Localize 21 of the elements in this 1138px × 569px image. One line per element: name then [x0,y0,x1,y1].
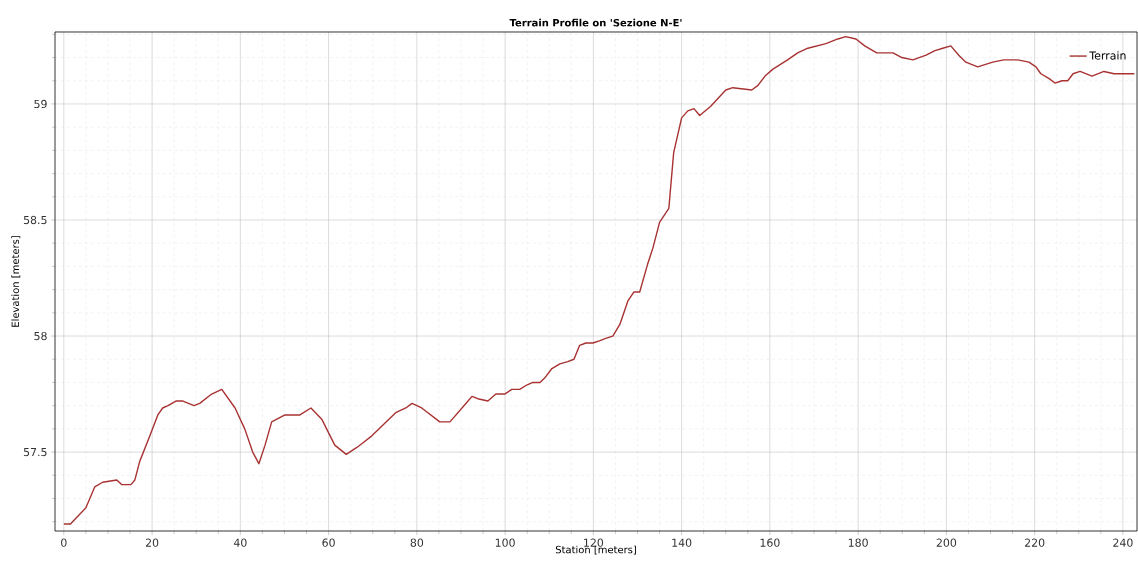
x-tick-label: 180 [848,538,868,547]
x-tick-label: 80 [410,538,424,547]
x-tick-label: 0 [61,538,67,547]
x-tick-label: 140 [672,538,692,547]
chart-title: Terrain Profile on 'Sezione N-E' [509,18,682,27]
x-tick-label: 40 [233,538,247,547]
legend-label: Terrain [1089,51,1126,60]
x-tick-label: 160 [760,538,780,547]
x-tick-label: 100 [495,538,515,547]
line-series [63,35,1136,525]
x-tick-label: 200 [936,538,957,547]
y-axis-title: Elevation [meters] [11,236,21,327]
y-tick-label: 58.5 [23,215,47,225]
y-tick-label: 57.5 [23,448,47,457]
y-tick-label: 59 [34,99,47,109]
x-tick-label: 120 [584,538,604,547]
x-tick-label: 240 [1113,538,1133,547]
x-tick-label: 220 [1024,538,1045,547]
x-tick-label: 60 [322,538,335,547]
y-tick-label: 58 [34,331,47,341]
x-tick-label: 20 [145,538,159,547]
